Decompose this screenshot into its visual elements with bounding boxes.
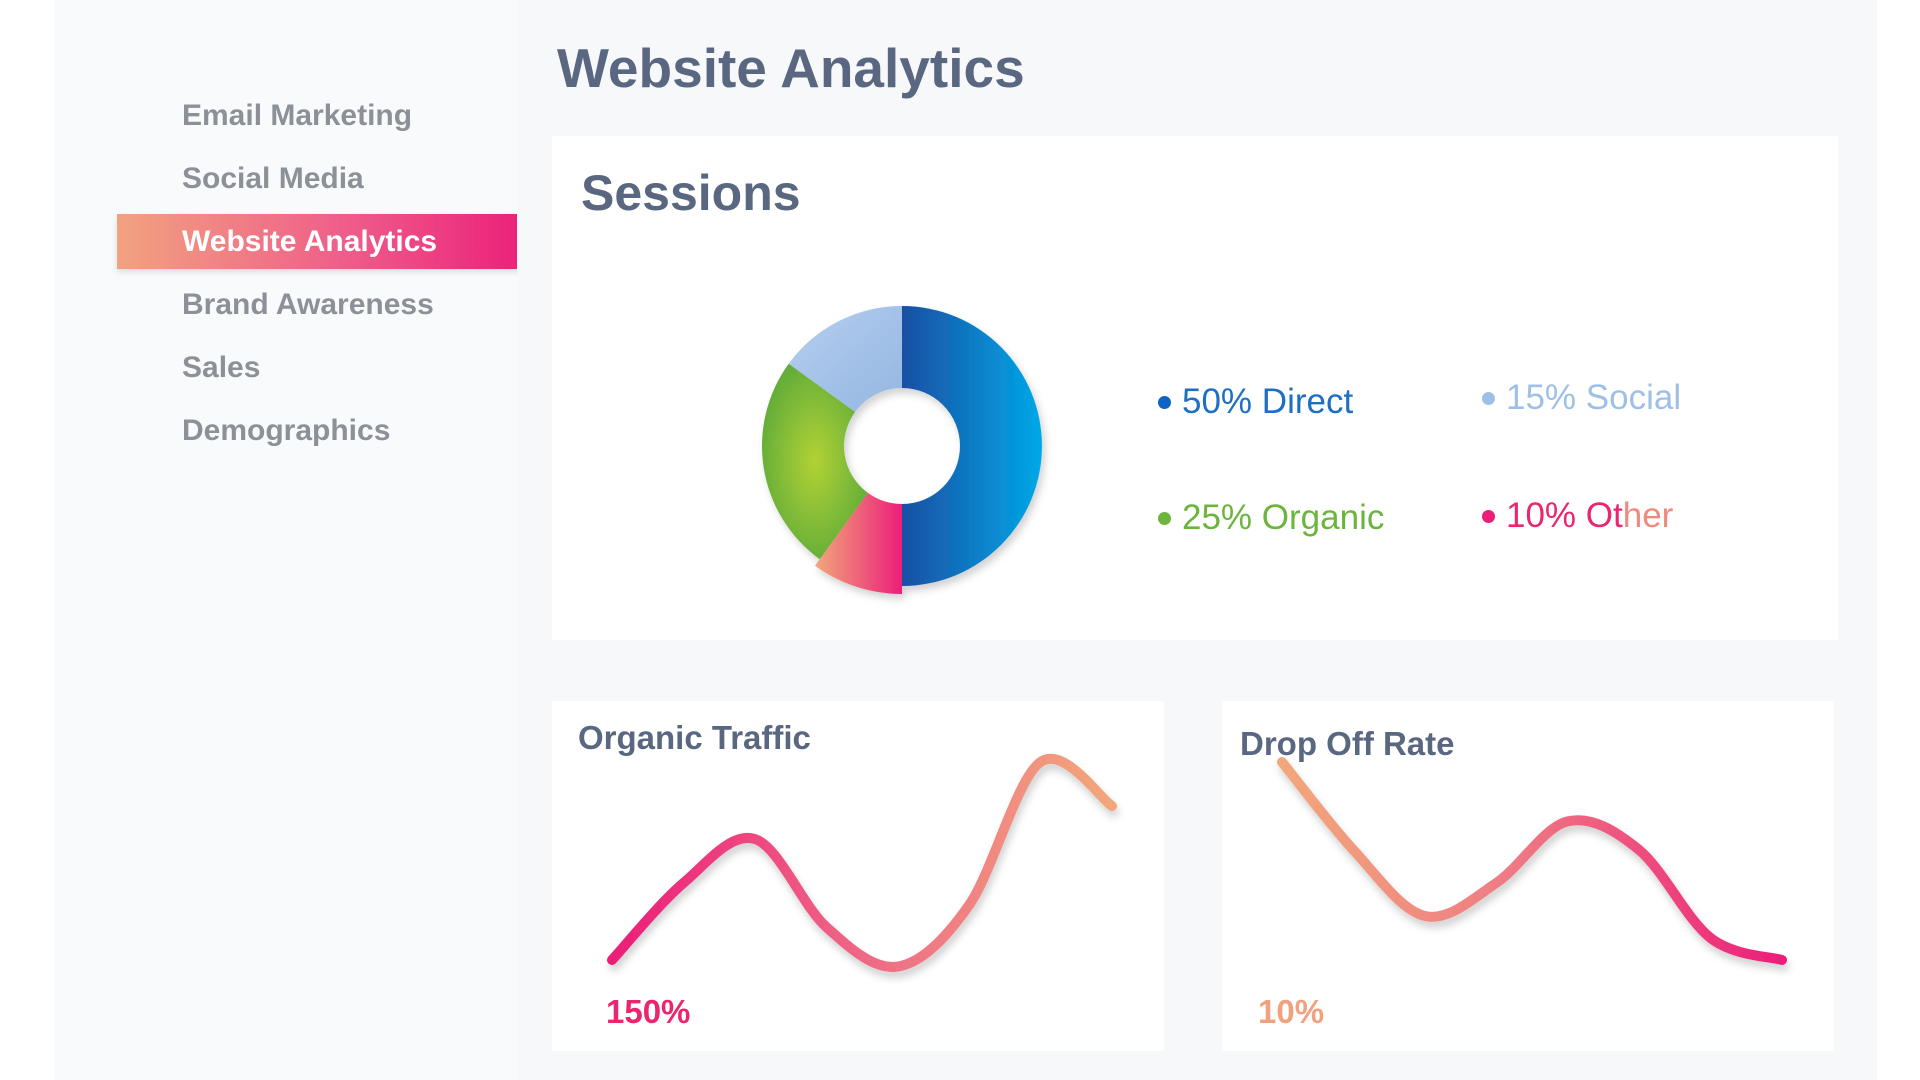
sessions-donut-chart [762, 306, 1042, 594]
sidebar-item-sales[interactable]: Sales [182, 350, 261, 384]
donut-slice-social [788, 306, 902, 412]
sessions-title: Sessions [581, 165, 801, 221]
app-window: Email Marketing Social Media Website Ana… [54, 0, 1877, 1080]
sidebar-item-website-analytics[interactable]: Website Analytics [117, 214, 531, 269]
drop-off-rate-series-line [1277, 757, 1787, 965]
legend-direct-pct: 50% [1182, 382, 1253, 421]
sidebar-item-social-media[interactable]: Social Media [182, 161, 364, 195]
sidebar-item-email-marketing[interactable]: Email Marketing [182, 98, 413, 132]
sessions-card: Sessions [552, 136, 1838, 640]
legend-direct-label: Direct [1261, 382, 1354, 421]
legend-other-label-b: her [1622, 496, 1674, 535]
donut-slice-organic [762, 363, 868, 560]
sidebar-nav: Email Marketing Social Media Website Ana… [54, 88, 531, 466]
legend-item-social: 15% Social [1482, 378, 1681, 418]
sidebar-item-demographics[interactable]: Demographics [182, 413, 391, 447]
legend-item-organic: 25% Organic [1158, 498, 1384, 538]
legend-dot-social [1482, 391, 1495, 405]
donut-slice-other [815, 492, 902, 594]
page-title: Website Analytics [557, 37, 1025, 99]
drop-off-rate-title: Drop Off Rate [1240, 725, 1455, 762]
legend-dot-organic [1158, 511, 1171, 525]
legend-other-label-a: Ot [1585, 496, 1623, 535]
organic-traffic-line-chart [607, 754, 1117, 972]
sidebar: Email Marketing Social Media Website Ana… [54, 0, 531, 1080]
drop-off-rate-value: 10% [1258, 993, 1325, 1030]
legend-item-other: 10% Ot her [1482, 496, 1673, 536]
drop-off-rate-line-chart [1277, 757, 1787, 965]
legend-dot-direct [1158, 395, 1171, 409]
donut-slice-direct [902, 306, 1042, 586]
legend-dot-other [1482, 509, 1495, 523]
organic-traffic-series-line [607, 754, 1117, 972]
organic-traffic-card: Organic Traffic 150% [552, 701, 1164, 1051]
legend-social-pct: 15% [1506, 378, 1577, 417]
organic-traffic-value: 150% [606, 993, 691, 1030]
main-content: Website Analytics Sessions [517, 0, 1877, 1080]
legend-organic-pct: 25% [1182, 498, 1253, 537]
legend-organic-label: Organic [1261, 498, 1385, 537]
legend-item-direct: 50% Direct [1158, 382, 1353, 422]
legend-other-pct: 10% [1506, 496, 1577, 535]
drop-off-rate-card: Drop Off Rate 10% [1222, 701, 1834, 1051]
legend-social-label: Social [1585, 378, 1682, 417]
sidebar-item-brand-awareness[interactable]: Brand Awareness [182, 287, 434, 321]
organic-traffic-title: Organic Traffic [578, 719, 811, 756]
